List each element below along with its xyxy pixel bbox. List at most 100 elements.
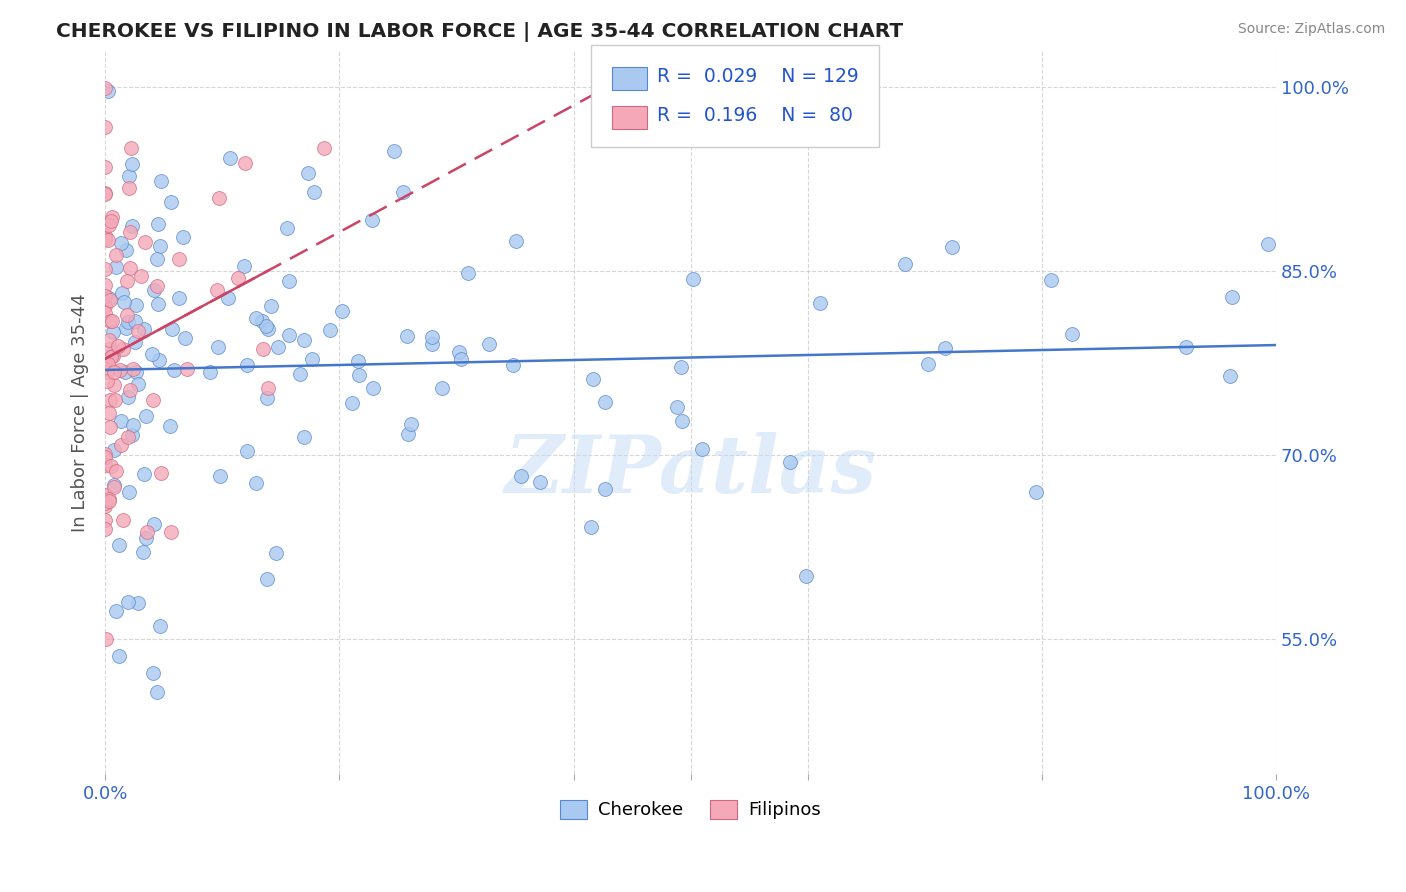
Point xyxy=(94,262,117,277)
Point xyxy=(94,232,117,246)
Point xyxy=(264,546,287,560)
Point xyxy=(420,330,443,344)
Point xyxy=(1257,236,1279,251)
Point xyxy=(276,221,298,235)
Point xyxy=(94,277,117,292)
Point xyxy=(135,531,157,545)
Point xyxy=(110,235,132,250)
Point xyxy=(582,372,605,386)
Point xyxy=(392,185,415,199)
Point xyxy=(117,169,139,183)
Point xyxy=(292,430,315,444)
Point xyxy=(111,286,134,301)
Point xyxy=(98,406,121,420)
Point xyxy=(579,520,602,534)
Point xyxy=(103,377,125,392)
Point xyxy=(666,400,689,414)
Point xyxy=(277,273,299,287)
Point xyxy=(682,272,704,286)
Point xyxy=(894,257,917,271)
Point xyxy=(94,299,117,313)
Point xyxy=(94,487,117,501)
Point xyxy=(94,80,117,95)
Point xyxy=(143,283,166,297)
Point xyxy=(671,414,693,428)
Point xyxy=(118,225,141,239)
Point xyxy=(127,324,149,338)
Point xyxy=(292,333,315,347)
Point xyxy=(233,260,256,274)
Point xyxy=(100,210,122,224)
Point xyxy=(98,342,121,356)
Point xyxy=(236,443,259,458)
Point xyxy=(208,191,231,205)
Text: Source: ZipAtlas.com: Source: ZipAtlas.com xyxy=(1237,22,1385,37)
Point xyxy=(94,160,117,174)
Point xyxy=(97,357,120,371)
Point xyxy=(794,569,817,583)
Point xyxy=(382,145,405,159)
Point xyxy=(257,322,280,336)
Point xyxy=(160,194,183,209)
Point xyxy=(207,340,229,354)
Point xyxy=(104,464,127,478)
Point xyxy=(430,381,453,395)
Point xyxy=(146,279,169,293)
Point xyxy=(260,299,283,313)
Point xyxy=(420,336,443,351)
Point xyxy=(529,475,551,489)
Point xyxy=(101,346,124,360)
Point xyxy=(103,325,125,339)
Point xyxy=(1025,485,1047,500)
Point xyxy=(127,596,149,610)
Point xyxy=(219,151,242,165)
Point xyxy=(669,359,692,374)
Point xyxy=(401,417,423,431)
Point xyxy=(98,314,121,328)
Point xyxy=(314,141,336,155)
Point xyxy=(124,334,146,349)
Point xyxy=(122,418,145,433)
Text: ZIPatlas: ZIPatlas xyxy=(505,432,877,509)
Point xyxy=(347,354,370,368)
Point xyxy=(97,84,120,98)
Point xyxy=(340,396,363,410)
Point xyxy=(146,297,169,311)
Point xyxy=(111,513,134,527)
Point xyxy=(117,315,139,329)
Point xyxy=(256,391,278,405)
Point xyxy=(593,395,616,409)
Point xyxy=(245,476,267,491)
Point xyxy=(941,239,963,253)
Point xyxy=(108,648,131,663)
Point xyxy=(252,343,274,357)
Point xyxy=(112,343,135,357)
Point xyxy=(94,447,117,461)
Point xyxy=(135,409,157,423)
Point xyxy=(198,365,221,379)
Point xyxy=(256,573,278,587)
Point xyxy=(159,525,181,540)
Point xyxy=(103,443,125,458)
Point xyxy=(145,252,167,266)
Point xyxy=(103,480,125,494)
Point xyxy=(917,357,939,371)
Point xyxy=(94,227,117,242)
Point xyxy=(97,233,120,247)
Point xyxy=(105,248,128,262)
Point xyxy=(779,455,801,469)
Point xyxy=(96,365,118,379)
Point xyxy=(98,292,121,306)
Point xyxy=(301,351,323,366)
Point xyxy=(208,469,231,483)
Point xyxy=(690,442,713,456)
Point xyxy=(110,413,132,427)
Point xyxy=(135,525,157,540)
Point xyxy=(1220,290,1243,304)
Point xyxy=(101,349,124,363)
Y-axis label: In Labor Force | Age 35-44: In Labor Force | Age 35-44 xyxy=(72,293,89,532)
Point xyxy=(160,322,183,336)
Point xyxy=(110,438,132,452)
Point xyxy=(94,458,117,473)
Point xyxy=(205,283,228,297)
